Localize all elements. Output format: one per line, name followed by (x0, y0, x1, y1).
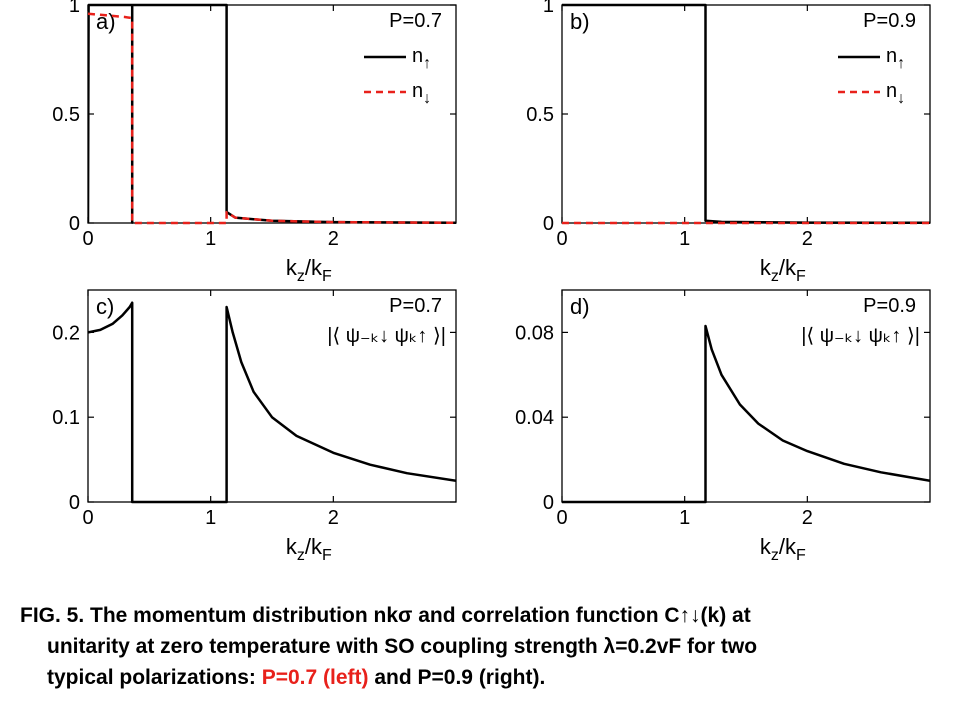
panel-b-series-1-line (562, 3, 930, 225)
panel-a-xtick-label: 1 (205, 228, 216, 250)
panel-d-ytick-label: 0.08 (515, 322, 554, 344)
panel-b-series-group (562, 3, 930, 225)
panel-b-xtick-label: 2 (802, 228, 813, 250)
panel-b-label: b) (570, 9, 590, 34)
panel-b-legend-entry-main: n (886, 45, 897, 67)
panel-d-ytick-label: 0.04 (515, 407, 554, 429)
panel-c-frame (87, 289, 457, 503)
panel-b-frame (561, 4, 931, 224)
panel-c-xlabel-part: z (297, 547, 305, 564)
panel-c-series-1-line (88, 301, 456, 504)
panel-a-xlabel-part: z (297, 268, 305, 285)
panel-c-xlabel-part: /k (305, 534, 323, 559)
caption-line-3-suffix: and P=0.9 (right). (368, 666, 546, 689)
panel-d-series-group (562, 324, 930, 504)
panel-a-xlabel-part: k (286, 255, 298, 280)
panel-c-label: c) (96, 294, 114, 319)
panel-d-xtick-label: 0 (556, 507, 567, 529)
panel-d-ytick-label: 0 (543, 492, 554, 514)
panel-b-legend-entry-1: n↑ (886, 45, 905, 72)
panel-a-xlabel-part: /k (305, 255, 323, 280)
panel-d-xtick-label: 2 (802, 507, 813, 529)
panel-c-xlabel-part: F (322, 547, 332, 564)
panel-b-ytick-label: 0 (543, 213, 554, 235)
figure-panels: 0 1 2 0 0.5 1 kz/kF a) P=0.7 n↑ n↓ 0 1 2 0 0.5 1 kz/kF b) P… (52, 0, 931, 564)
panel-b-annotation: P=0.9 (863, 10, 916, 32)
panel-d-xtick-label: 1 (679, 507, 690, 529)
panel-d-label: d) (570, 294, 590, 319)
panel-b-xlabel-part: /k (779, 255, 797, 280)
panel-c: 0 1 200.10.2kz/kFc) P=0.7|⟨ ψ₋ₖ↓ ψₖ↑ ⟩| (52, 289, 457, 564)
panel-a-series-2-line (88, 12, 456, 225)
panel-a-ytick-label: 0.5 (52, 104, 80, 126)
panel-b-legend-entry-main: n (886, 80, 897, 102)
caption-line-2: unitarity at zero temperature with SO co… (47, 635, 758, 658)
panel-b-xlabel: kz/kF (760, 255, 806, 285)
panel-c-ytick-label: 0.1 (52, 407, 80, 429)
panel-a-ytick-label: 1 (69, 0, 80, 17)
panel-c-series-group (88, 301, 456, 504)
panel-d-annotation: P=0.9 (863, 295, 916, 317)
panel-c-formula: |⟨ ψ₋ₖ↓ ψₖ↑ ⟩| (327, 325, 446, 347)
panel-d-xlabel-part: k (760, 534, 772, 559)
panel-c-ytick-label: 0.2 (52, 322, 80, 344)
panel-a-xtick-label: 2 (328, 228, 339, 250)
panel-a-legend-entry-1: n↑ (412, 45, 431, 72)
panel-c-annotation: P=0.7 (389, 295, 442, 317)
panel-a-xlabel-part: F (322, 268, 332, 285)
caption-line-1: FIG. 5. The momentum distribution nkσ an… (20, 604, 751, 627)
panel-a-annotation: P=0.7 (389, 10, 442, 32)
panel-c-xtick-label: 0 (82, 507, 93, 529)
panel-a-ytick-label: 0 (69, 213, 80, 235)
panel-b-xlabel-part: F (796, 268, 806, 285)
caption-line-3: typical polarizations: P=0.7 (left) and … (20, 662, 950, 693)
panel-a-xlabel: kz/kF (286, 255, 332, 285)
caption-line-3-prefix: typical polarizations: (47, 666, 262, 689)
panel-c-xlabel: kz/kF (286, 534, 332, 564)
panel-c-xlabel-part: k (286, 534, 298, 559)
panel-a-label: a) (96, 9, 116, 34)
panel-d-frame (561, 289, 931, 503)
panel-c-ytick-label: 0 (69, 492, 80, 514)
panel-d-xlabel-part: /k (779, 534, 797, 559)
panel-d-series-1-line (562, 324, 930, 504)
panel-b-legend-entry-2: n↓ (886, 80, 905, 107)
panel-c-xtick-label: 1 (205, 507, 216, 529)
figure-caption: FIG. 5. The momentum distribution nkσ an… (20, 600, 950, 693)
panel-d-xlabel-part: z (771, 547, 779, 564)
panel-a-legend-entry-sub: ↓ (423, 90, 431, 107)
panel-c-xtick-label: 2 (328, 507, 339, 529)
panel-a-series-1-line (88, 3, 456, 225)
panel-b-legend-entry-sub: ↑ (897, 55, 905, 72)
panel-b-xlabel-part: k (760, 255, 772, 280)
panel-d-formula: |⟨ ψ₋ₖ↓ ψₖ↑ ⟩| (801, 325, 920, 347)
panel-b-ytick-label: 1 (543, 0, 554, 17)
panel-d-xlabel: kz/kF (760, 534, 806, 564)
caption-line-3-highlight: P=0.7 (left) (261, 666, 369, 689)
panel-d-xlabel-part: F (796, 547, 806, 564)
panel-a-legend-entry-main: n (412, 45, 423, 67)
panel-a-legend-entry-2: n↓ (412, 80, 431, 107)
panel-b-legend-entry-sub: ↓ (897, 90, 905, 107)
panel-b-xtick-label: 0 (556, 228, 567, 250)
panel-b-xtick-label: 1 (679, 228, 690, 250)
panel-a-xtick-label: 0 (82, 228, 93, 250)
panel-a-legend-entry-main: n (412, 80, 423, 102)
panel-a-legend-entry-sub: ↑ (423, 55, 431, 72)
panel-a-frame (87, 4, 457, 224)
panel-b-xlabel-part: z (771, 268, 779, 285)
panel-a-series-group (88, 3, 456, 225)
panel-b-ytick-label: 0.5 (526, 104, 554, 126)
